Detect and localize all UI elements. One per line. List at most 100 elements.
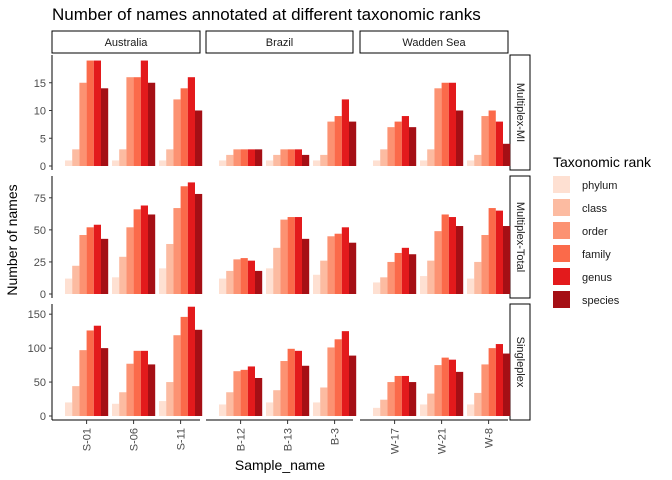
bar-multiplex-total-s-06-genus: [140, 205, 148, 294]
bar-singleplex-s-11-order: [173, 335, 181, 416]
bar-singleplex-w-21-order: [434, 365, 442, 416]
x-tick-label-b-3: B-3: [330, 428, 342, 445]
bar-singleplex-w-8-order: [481, 364, 489, 416]
bar-singleplex-w-8-species: [503, 353, 511, 416]
legend-title: Taxonomic rank: [553, 154, 652, 170]
bar-multiplex-mi-b-13-order: [280, 149, 288, 166]
bar-multiplex-total-w-21-order: [434, 231, 442, 294]
bar-multiplex-total-s-01-species: [101, 238, 109, 294]
bar-multiplex-mi-w-17-genus: [401, 116, 409, 166]
bar-singleplex-s-01-class: [72, 386, 80, 416]
bar-singleplex-w-17-order: [387, 382, 395, 416]
bar-multiplex-mi-s-01-family: [86, 60, 94, 166]
legend-label-phylum: phylum: [582, 180, 617, 192]
legend-label-order: order: [582, 226, 608, 238]
bar-singleplex-w-8-genus: [495, 344, 503, 416]
bar-multiplex-mi-b-3-family: [334, 116, 342, 166]
bar-multiplex-total-w-8-family: [488, 208, 496, 294]
y-tick-label-multiplex-mi-5: 5: [40, 133, 46, 145]
legend-label-genus: genus: [582, 272, 612, 284]
bar-multiplex-total-b-12-phylum: [219, 278, 227, 294]
bar-singleplex-b-12-genus: [247, 366, 255, 416]
bar-singleplex-b-12-family: [240, 369, 248, 416]
bar-multiplex-total-s-01-family: [86, 227, 94, 294]
bar-multiplex-mi-s-06-genus: [140, 60, 148, 166]
bar-singleplex-w-17-class: [380, 399, 388, 416]
bar-multiplex-mi-w-17-phylum: [373, 160, 381, 166]
bar-singleplex-s-06-order: [126, 363, 134, 416]
bar-multiplex-mi-b-3-phylum: [313, 160, 321, 166]
bar-multiplex-mi-w-8-family: [488, 110, 496, 166]
bar-multiplex-mi-b-12-family: [240, 149, 248, 166]
bar-multiplex-total-w-8-phylum: [467, 278, 475, 294]
bar-multiplex-mi-s-06-class: [119, 149, 127, 166]
legend-key-order: [553, 222, 570, 239]
x-tick-label-b-13: B-13: [283, 428, 295, 451]
bar-singleplex-s-01-species: [101, 348, 109, 416]
bar-singleplex-w-8-family: [488, 348, 496, 416]
strip-label-singleplex: Singleplex: [514, 337, 526, 388]
bar-multiplex-mi-b-12-genus: [247, 149, 255, 166]
bar-multiplex-total-b-12-class: [226, 270, 234, 294]
bar-multiplex-mi-b-13-family: [287, 149, 295, 166]
bar-singleplex-b-3-genus: [341, 331, 349, 416]
bar-singleplex-w-17-genus: [401, 375, 409, 416]
y-tick-label-singleplex-0: 0: [40, 411, 46, 423]
bar-multiplex-mi-b-3-order: [327, 121, 335, 166]
bar-singleplex-b-3-order: [327, 347, 335, 416]
bar-singleplex-b-13-genus: [294, 350, 302, 416]
bar-multiplex-mi-w-21-family: [441, 82, 449, 166]
bar-multiplex-mi-b-12-class: [226, 154, 234, 166]
legend-key-class: [553, 199, 570, 216]
bar-multiplex-mi-w-17-order: [387, 127, 395, 166]
bar-multiplex-mi-s-01-phylum: [65, 160, 73, 166]
bar-multiplex-total-b-3-class: [320, 260, 328, 294]
bar-singleplex-s-11-species: [195, 329, 203, 416]
bar-multiplex-mi-w-17-family: [394, 121, 402, 166]
bar-multiplex-total-w-17-order: [387, 261, 395, 294]
x-tick-label-s-06: S-06: [129, 428, 141, 451]
bar-singleplex-b-13-family: [287, 348, 295, 416]
bar-multiplex-mi-w-21-order: [434, 88, 442, 166]
x-tick-label-s-11: S-11: [176, 428, 188, 450]
bar-multiplex-total-w-21-species: [456, 226, 464, 294]
bar-singleplex-s-06-species: [148, 364, 156, 416]
strip-label-australia: Australia: [105, 37, 149, 49]
facet-panels: Australia Brazil Wadden Sea Multiplex-MI Mul…: [28, 30, 531, 454]
bar-multiplex-mi-w-8-order: [481, 116, 489, 166]
bar-singleplex-w-21-genus: [448, 359, 456, 416]
bar-multiplex-total-b-3-species: [349, 242, 357, 294]
bar-singleplex-b-3-phylum: [313, 402, 321, 416]
bar-multiplex-total-s-11-class: [166, 243, 174, 294]
bar-multiplex-total-s-06-phylum: [112, 277, 120, 294]
bar-multiplex-total-b-13-class: [273, 247, 281, 294]
bar-multiplex-total-b-3-order: [327, 236, 335, 294]
legend-label-species: species: [582, 295, 620, 307]
bar-multiplex-mi-b-12-phylum: [219, 160, 227, 166]
bar-multiplex-mi-w-21-species: [456, 110, 464, 166]
bar-singleplex-w-21-class: [427, 393, 435, 416]
x-tick-label-w-21: W-21: [437, 428, 449, 454]
bar-multiplex-total-w-8-genus: [495, 210, 503, 294]
bar-multiplex-mi-s-01-class: [72, 149, 80, 166]
y-tick-label-multiplex-total-0: 0: [40, 289, 46, 301]
bar-multiplex-mi-w-21-phylum: [420, 160, 428, 166]
bar-multiplex-mi-b-13-class: [273, 154, 281, 166]
y-tick-label-multiplex-mi-15: 15: [34, 78, 46, 90]
bar-multiplex-mi-b-12-species: [255, 149, 263, 166]
x-tick-label-s-01: S-01: [82, 428, 94, 451]
bar-singleplex-w-21-species: [456, 371, 464, 416]
bar-multiplex-total-w-17-species: [409, 254, 417, 294]
bar-multiplex-mi-s-06-family: [133, 77, 141, 166]
bar-multiplex-total-b-12-order: [233, 259, 241, 294]
bar-multiplex-total-w-21-class: [427, 260, 435, 294]
bar-singleplex-s-01-order: [79, 350, 87, 416]
bar-multiplex-mi-s-11-species: [195, 110, 203, 166]
strip-brazil: [205, 30, 354, 54]
bar-singleplex-b-13-order: [280, 361, 288, 416]
bar-multiplex-total-b-12-genus: [247, 260, 255, 294]
bar-multiplex-mi-s-11-order: [173, 99, 181, 166]
bar-multiplex-total-b-3-phylum: [313, 274, 321, 294]
bar-multiplex-mi-s-01-species: [101, 88, 109, 166]
y-tick-label-multiplex-total-50: 50: [34, 225, 46, 237]
